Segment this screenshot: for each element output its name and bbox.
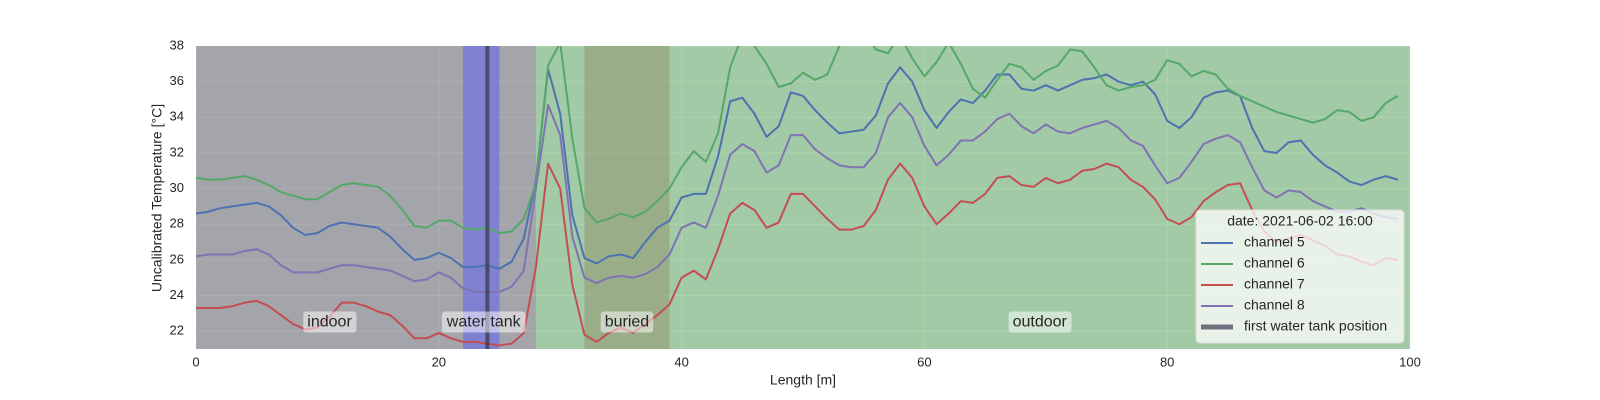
region-label-box bbox=[600, 311, 654, 333]
y-tick-label: 22 bbox=[170, 323, 184, 338]
y-tick-label: 28 bbox=[170, 216, 184, 231]
y-tick-label: 26 bbox=[170, 251, 184, 266]
axes: 0 20 40 60 80 100 22 24 26 28 30 32 34 36 38 bbox=[170, 37, 1421, 369]
legend-label: channel 8 bbox=[1244, 297, 1305, 313]
y-tick-label: 24 bbox=[170, 287, 184, 302]
series-line bbox=[196, 102, 1399, 293]
region-label: outdoor bbox=[1013, 313, 1068, 330]
legend-title: date: 2021-06-02 16:00 bbox=[1227, 213, 1373, 229]
region-label: indoor bbox=[307, 313, 352, 330]
x-axis-label: Length [m] bbox=[770, 372, 836, 388]
x-tick-label: 80 bbox=[1160, 354, 1174, 369]
series-lines bbox=[196, 46, 1399, 349]
region-label: buried bbox=[605, 313, 649, 330]
y-tick-label: 38 bbox=[170, 37, 184, 52]
region-label: water tank bbox=[446, 313, 522, 330]
y-tick-label: 34 bbox=[170, 109, 184, 124]
y-tick-label: 32 bbox=[170, 144, 184, 159]
series-line bbox=[196, 66, 1399, 270]
legend-label: channel 6 bbox=[1244, 255, 1305, 271]
series-line bbox=[196, 162, 1399, 347]
x-tick-label: 0 bbox=[192, 354, 199, 369]
legend: date: 2021-06-02 16:00 channel 5 channel 6… bbox=[1195, 209, 1405, 344]
x-tick-label: 40 bbox=[674, 354, 688, 369]
y-tick-label: 36 bbox=[170, 73, 184, 88]
x-tick-label: 60 bbox=[917, 354, 931, 369]
y-tick-label: 30 bbox=[170, 180, 184, 195]
region-label-box bbox=[1008, 311, 1072, 333]
legend-box bbox=[1195, 209, 1405, 344]
x-tick-label: 20 bbox=[432, 354, 446, 369]
region-span bbox=[463, 46, 500, 349]
y-axis-label: Uncalibrated Temperature [°C] bbox=[149, 104, 165, 292]
region-labels: indoor water tank buried outdoor bbox=[303, 311, 1072, 333]
x-tick-label: 100 bbox=[1399, 354, 1421, 369]
legend-label: channel 5 bbox=[1244, 234, 1305, 250]
region-label-box bbox=[303, 311, 357, 333]
legend-label: first water tank position bbox=[1244, 318, 1387, 334]
legend-label: channel 7 bbox=[1244, 276, 1305, 292]
region-label-box bbox=[441, 311, 526, 333]
series-line bbox=[196, 46, 1399, 235]
